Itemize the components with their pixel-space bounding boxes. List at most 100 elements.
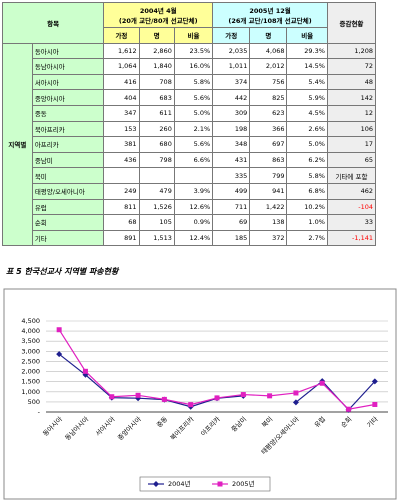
y-tick-label: 500 [28, 398, 40, 406]
period1-note: (20개 교단/80개 선교단체) [118, 17, 198, 25]
y-tick-label: 2,000 [21, 368, 40, 376]
group-label: 지역별 [2, 42, 33, 247]
table-row: 북아프리카 153 260 2.1% 198 366 2.6% 106 [3, 120, 377, 138]
y-tick-label: 3,500 [21, 337, 40, 345]
cell: 29.3% [286, 42, 328, 60]
period2-note: (26개 교단/108개 선교단체) [228, 17, 312, 25]
line-marker [214, 395, 220, 401]
header-change: 증감현황 [326, 2, 377, 44]
cell: 12 [326, 104, 377, 122]
y-tick-label: 2,500 [21, 357, 40, 365]
cell: 366 [249, 120, 288, 138]
table-row: 순회 68 105 0.9% 69 138 1.0% 33 [3, 214, 377, 231]
cell: 5.8% [286, 167, 328, 184]
cell: 68 [103, 214, 140, 231]
sub-header: 비율 [286, 27, 328, 44]
y-tick-label: 1,000 [21, 388, 40, 396]
table-row: 유럽 811 1,526 12.6% 711 1,422 10.2% -104 [3, 198, 377, 216]
cell: 105 [138, 214, 175, 231]
cell [138, 167, 175, 184]
cell: 798 [138, 151, 175, 169]
legend-box [139, 476, 271, 492]
cell: 680 [138, 136, 175, 153]
cell: 1,422 [249, 198, 288, 216]
line-marker [292, 399, 299, 406]
table-row: 지역별 동아시아 1,612 2,860 23.5% 2,035 4,068 29.3% 1,2… [2, 42, 377, 247]
cell: 198 [212, 120, 251, 138]
line-marker [82, 371, 89, 378]
cell: 기타에 포함 [326, 167, 377, 184]
cell: 404 [103, 89, 140, 106]
cell: 12.6% [173, 198, 214, 216]
cell: 1.0% [286, 214, 328, 231]
cell: 479 [138, 182, 175, 200]
cell: 4,068 [249, 42, 288, 60]
cell: 2,035 [212, 42, 251, 60]
cell: 416 [103, 73, 140, 91]
sub-header: 가정 [103, 27, 140, 44]
line-marker [56, 327, 62, 333]
region: 동아시아 [31, 42, 105, 60]
cell: 185 [212, 229, 251, 247]
region: 유럽 [31, 198, 105, 216]
table-row: 태평양/오세아니아 249 479 3.9% 499 941 6.8% 462 [3, 182, 377, 200]
region: 북미 [31, 167, 105, 184]
cell: 6.8% [286, 182, 328, 200]
region: 아프리카 [31, 136, 105, 153]
table-row: 동남아시아 1,064 1,840 16.0% 1,011 2,012 14.5% 72 [3, 58, 377, 75]
line-marker [240, 392, 246, 398]
period1-title: 2004년 4월 [139, 7, 177, 15]
cell: 6.6% [173, 151, 214, 169]
cell: 6.2% [286, 151, 328, 169]
cell: 0.9% [173, 214, 214, 231]
cell: 623 [249, 104, 288, 122]
table-row: 아프리카 381 680 5.6% 348 697 5.0% 17 [3, 136, 377, 153]
cell [103, 167, 140, 184]
cell: 72 [326, 58, 377, 75]
sub-header: 가정 [212, 27, 251, 44]
cell: 10.2% [286, 198, 328, 216]
cell: 5.8% [173, 73, 214, 91]
sub-header: 비율 [173, 27, 214, 44]
cell: 260 [138, 120, 175, 138]
cell: 811 [103, 198, 140, 216]
cell: 1,208 [326, 42, 377, 60]
chart-frame [3, 288, 397, 500]
region: 중앙아시아 [31, 89, 105, 106]
cell: 442 [212, 89, 251, 106]
sub-header: 명 [138, 27, 175, 44]
cell: -104 [326, 198, 377, 216]
region: 중동 [31, 104, 105, 122]
caption: 표 5 한국선교사 지역별 파송현황 [6, 267, 119, 276]
cell: 708 [138, 73, 175, 91]
cell: 2,012 [249, 58, 288, 75]
y-tick-label: 4,000 [21, 327, 40, 335]
cell: 1,064 [103, 58, 140, 75]
cell: 5.9% [286, 89, 328, 106]
table-row: 북미 335 799 5.8% 기타에 포함 [3, 167, 377, 184]
cell: 2,860 [138, 42, 175, 60]
cell: 69 [212, 214, 251, 231]
cell: 436 [103, 151, 140, 169]
y-tick-label: 4,500 [21, 317, 40, 325]
line-marker [319, 380, 325, 386]
table-row: 중동 347 611 5.0% 309 623 4.5% 12 [3, 104, 377, 122]
header-item: 항목 [1, 2, 105, 44]
line-marker [346, 406, 352, 412]
cell: 48 [326, 73, 377, 91]
cell: 374 [212, 73, 251, 91]
cell: 23.5% [173, 42, 214, 60]
cell: 33 [326, 214, 377, 231]
cell: 65 [326, 151, 377, 169]
cell: 348 [212, 136, 251, 153]
table-row: 서아시아 416 708 5.8% 374 756 5.4% 48 [3, 73, 377, 91]
period2-title: 2005년 12월 [249, 7, 291, 15]
cell: 1,513 [138, 229, 175, 247]
region: 태평양/오세아니아 [31, 182, 105, 200]
cell: 891 [103, 229, 140, 247]
cell: 17 [326, 136, 377, 153]
line-marker [372, 401, 378, 407]
cell: 683 [138, 89, 175, 106]
cell: 1,011 [212, 58, 251, 75]
